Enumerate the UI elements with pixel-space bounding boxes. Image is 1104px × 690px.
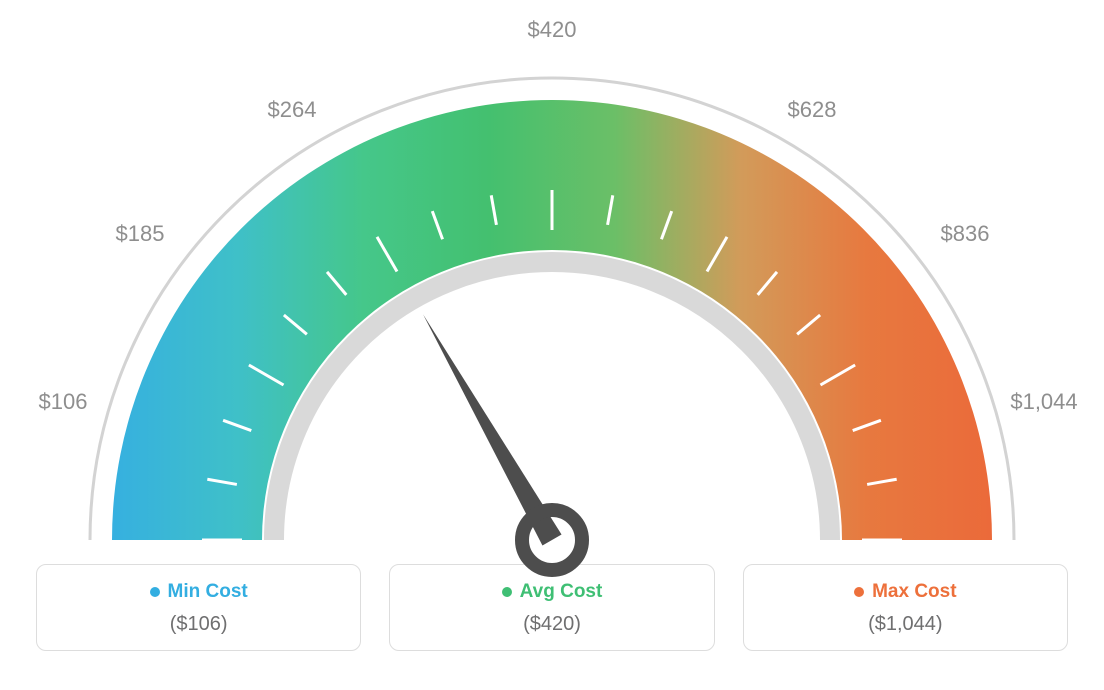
legend-value-avg: ($420) [398,613,705,636]
gauge-tick-label: $106 [39,389,88,415]
legend-dot-avg [502,587,512,597]
gauge-tick-label: $628 [788,97,837,123]
gauge-tick-label: $420 [528,17,577,43]
legend-name-avg: Avg Cost [520,581,603,603]
legend-title-row: Max Cost [752,581,1059,603]
legend-title-row: Min Cost [45,581,352,603]
legend-value-max: ($1,044) [752,613,1059,636]
gauge-tick-label: $185 [116,221,165,247]
legend-name-max: Max Cost [872,581,956,603]
gauge-svg [0,20,1104,580]
legend-name-min: Min Cost [168,581,248,603]
gauge-tick-label: $1,044 [1010,389,1077,415]
gauge-chart: $106 $185 $264 $420 $628 $836 $1,044 [0,0,1104,560]
legend-dot-max [854,587,864,597]
legend-dot-min [150,587,160,597]
gauge-tick-label: $264 [268,97,317,123]
legend-title-row: Avg Cost [398,581,705,603]
gauge-tick-label: $836 [941,221,990,247]
legend-value-min: ($106) [45,613,352,636]
